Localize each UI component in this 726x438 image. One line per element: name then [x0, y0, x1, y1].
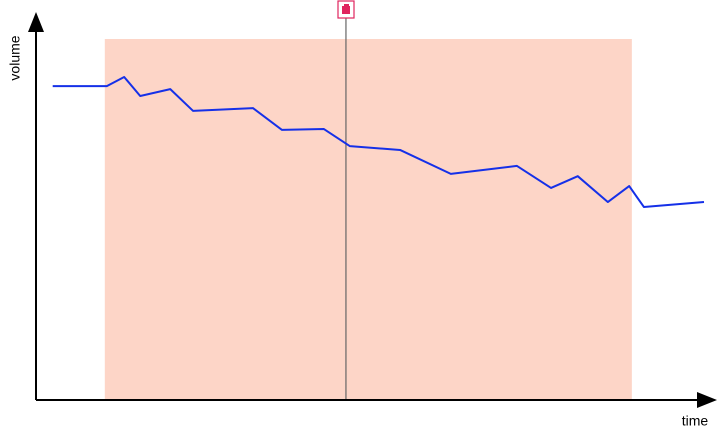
x-axis-arrow: [697, 392, 717, 408]
y-axis-label: volume: [7, 35, 23, 80]
y-axis-arrow: [28, 12, 44, 32]
highlight-band: [104, 39, 632, 400]
marker-icon-glyph-top: [344, 4, 349, 7]
marker-icon-glyph: [342, 6, 350, 14]
data-line: [52, 76, 705, 208]
marker-icon[interactable]: [337, 0, 355, 19]
x-axis-label: time: [682, 413, 709, 429]
